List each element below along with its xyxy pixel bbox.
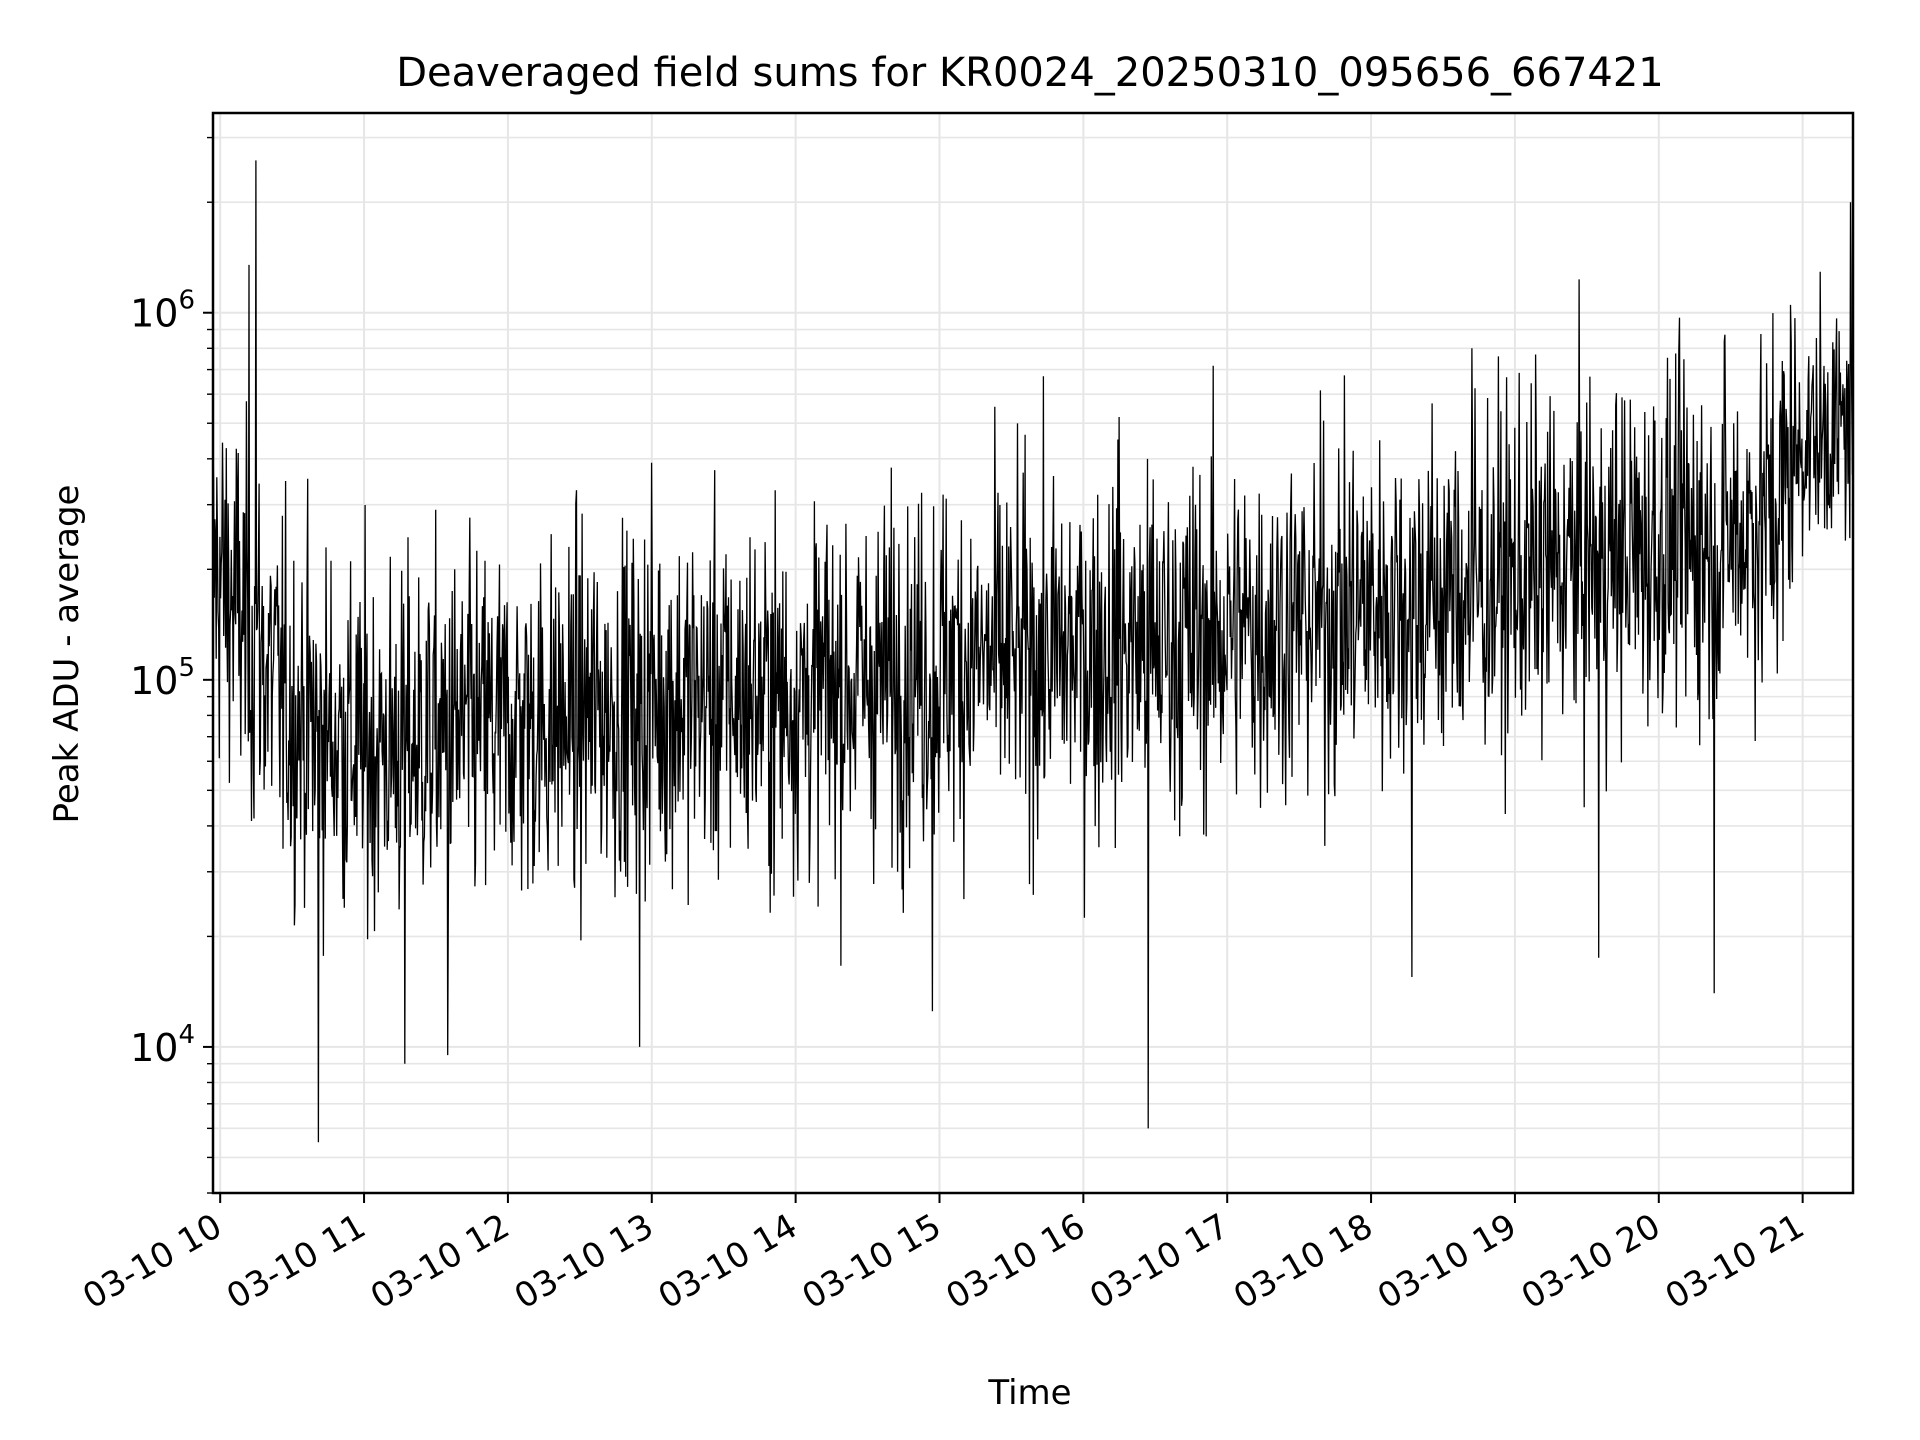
y-tick-label: 105	[130, 653, 195, 703]
x-tick-label: 03-10 18	[1227, 1206, 1379, 1317]
x-tick-label: 03-10 17	[1083, 1206, 1235, 1317]
y-tick-base: 10	[130, 292, 178, 336]
chart-title: Deaveraged field sums for KR0024_2025031…	[396, 50, 1664, 96]
x-tick-label: 03-10 11	[220, 1206, 372, 1317]
x-tick-label: 03-10 12	[364, 1206, 516, 1317]
y-tick-base: 10	[130, 1026, 178, 1070]
y-tick-exponent: 5	[178, 653, 195, 683]
x-axis-label: Time	[987, 1373, 1071, 1413]
data-layer	[212, 160, 1854, 1143]
y-tick-label: 104	[130, 1020, 195, 1070]
y-tick-base: 10	[130, 659, 178, 703]
x-tick-label: 03-10 16	[939, 1206, 1091, 1317]
x-tick-label: 03-10 21	[1659, 1206, 1811, 1317]
y-tick-label: 106	[130, 286, 195, 336]
data-series-line	[212, 160, 1854, 1143]
x-tick-label: 03-10 14	[652, 1206, 804, 1317]
x-tick-label: 03-10 19	[1371, 1206, 1523, 1317]
y-tick-exponent: 6	[178, 286, 195, 316]
y-tick-exponent: 4	[178, 1020, 195, 1050]
plot-frame	[211, 111, 1855, 1195]
x-tick-label: 03-10 20	[1515, 1206, 1667, 1317]
x-tick-label: 03-10 10	[76, 1206, 228, 1317]
x-tick-label: 03-10 13	[508, 1206, 660, 1317]
x-tick-label: 03-10 15	[796, 1206, 948, 1317]
y-axis-label: Peak ADU - average	[47, 485, 87, 824]
